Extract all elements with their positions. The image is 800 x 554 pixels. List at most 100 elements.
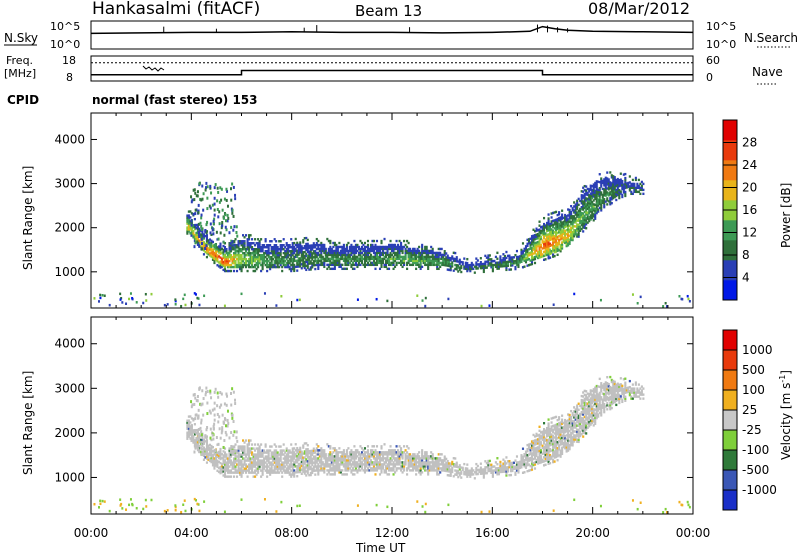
power-cell: [108, 303, 111, 307]
velocity-cell: [419, 467, 422, 470]
velocity-cell: [311, 463, 314, 467]
power-cell: [240, 242, 243, 245]
velocity-cell: [228, 471, 231, 474]
velocity-cell: [288, 467, 291, 470]
power-cell: [591, 208, 594, 212]
velocity-cell: [272, 451, 275, 454]
power-cell: [607, 192, 610, 195]
power-cell: [413, 247, 416, 251]
power-cell: [473, 265, 476, 268]
velocity-cell: [481, 472, 484, 475]
power-cell: [633, 190, 636, 194]
velocity-cell: [199, 446, 202, 450]
velocity-cell: [311, 451, 314, 455]
velocity-cell: [279, 465, 282, 468]
velocity-cell: [368, 453, 371, 456]
power-cell: [527, 252, 531, 255]
velocity-cell: [321, 451, 324, 454]
power-cell: [500, 263, 503, 266]
power-cell: [374, 267, 377, 271]
velocity-cell: [351, 463, 354, 466]
power-cell: [199, 245, 202, 248]
power-cell: [458, 258, 461, 262]
velocity-cell: [488, 463, 491, 467]
power-cell: [308, 252, 311, 255]
power-cell: [272, 257, 275, 261]
power-cell: [245, 259, 248, 263]
power-cell: [583, 198, 586, 202]
power-cell: [552, 223, 555, 227]
velocity-cell: [348, 455, 351, 458]
power-cell: [561, 215, 564, 218]
power-cell: [532, 238, 535, 241]
power-cell: [544, 254, 547, 257]
power-cell: [415, 259, 418, 263]
power-cell: [573, 225, 576, 228]
velocity-cell: [273, 451, 276, 454]
power-cell: [565, 215, 568, 218]
velocity-cell: [445, 465, 448, 469]
velocity-cell: [225, 475, 228, 478]
velocity-cell: [354, 463, 357, 466]
power-cell: [308, 254, 311, 257]
power-cell: [356, 298, 359, 301]
velocity-cell: [266, 463, 269, 466]
power-cell: [231, 257, 234, 261]
power-cell: [592, 195, 595, 198]
power-cell: [543, 230, 546, 234]
power-cell: [339, 257, 342, 261]
velocity-cell: [496, 469, 499, 472]
velocity-cell: [258, 459, 261, 462]
velocity-cell: [305, 464, 308, 467]
velocity-cell: [348, 451, 351, 454]
power-cell: [223, 265, 227, 269]
velocity-cell: [505, 468, 508, 471]
power-cell: [392, 249, 395, 253]
power-cell: [192, 231, 195, 235]
power-cell: [279, 251, 282, 255]
power-cell: [344, 257, 347, 261]
velocity-cell: [299, 466, 302, 470]
velocity-cell: [210, 460, 213, 464]
power-cell: [312, 256, 315, 259]
power-cell: [280, 294, 283, 298]
power-cell: [446, 268, 449, 271]
power-cell: [276, 246, 279, 249]
power-cell: [223, 242, 227, 245]
power-cell: [558, 225, 561, 228]
power-cell: [564, 213, 567, 217]
power-cell: [297, 265, 300, 268]
power-cell: [606, 187, 609, 190]
power-cell: [339, 265, 342, 269]
velocity-cell: [285, 449, 288, 452]
velocity-cell: [258, 447, 261, 450]
power-cell: [589, 208, 592, 211]
power-cell: [369, 243, 373, 247]
velocity-cell: [351, 467, 354, 470]
power-cell: [237, 257, 240, 261]
power-cell: [580, 206, 583, 209]
power-cell: [365, 251, 368, 255]
velocity-cell: [308, 455, 311, 459]
power-cell: [368, 259, 371, 263]
power-cell: [526, 252, 529, 255]
power-cell: [266, 259, 269, 263]
power-cell: [371, 261, 374, 265]
power-cell: [615, 188, 618, 192]
velocity-cell: [210, 444, 213, 448]
power-cell: [242, 259, 245, 263]
power-cell: [612, 187, 615, 190]
power-cell: [270, 259, 273, 263]
velocity-cell: [278, 445, 281, 448]
power-cell: [229, 263, 233, 267]
power-cell: [580, 221, 583, 225]
power-cell: [606, 193, 609, 196]
velocity-cell: [229, 455, 233, 458]
power-cell: [320, 257, 323, 261]
power-cell: [284, 251, 287, 255]
power-cell: [300, 255, 303, 258]
power-cell: [533, 230, 537, 233]
power-cell: [552, 225, 555, 229]
velocity-cell: [387, 473, 391, 476]
power-cell: [296, 298, 299, 302]
